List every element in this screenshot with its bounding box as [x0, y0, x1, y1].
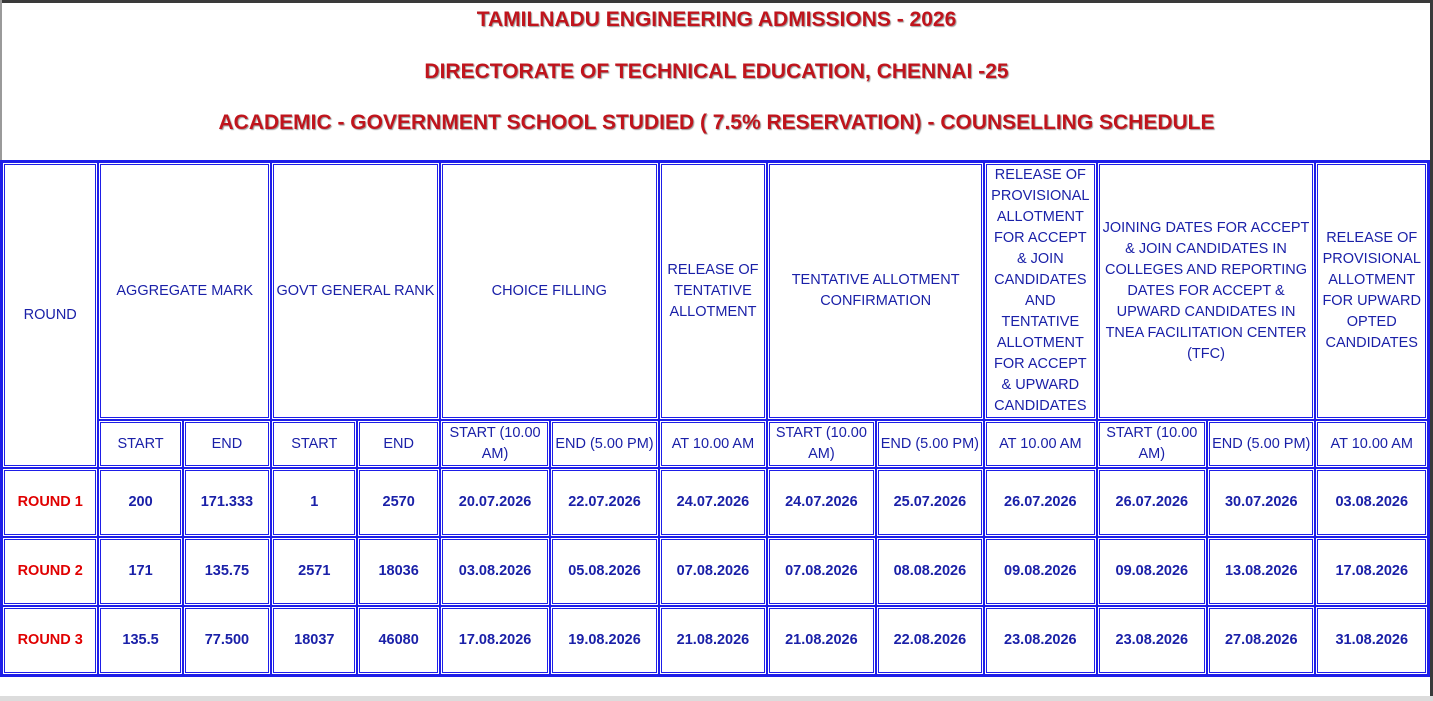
govt-general-rank-header: GOVT GENERAL RANK [271, 162, 440, 420]
round-label: ROUND 1 [2, 468, 99, 537]
right-border-line [1430, 0, 1433, 701]
provisional-at-cell: 23.08.2026 [984, 606, 1097, 675]
tentative-at-cell: 07.08.2026 [658, 537, 768, 606]
aggregate-mark-header: AGGREGATE MARK [98, 162, 272, 420]
aggregate-end-cell: 171.333 [182, 468, 272, 537]
round-label: ROUND 3 [2, 606, 99, 675]
rank-end-cell: 18036 [357, 537, 440, 606]
confirm-start-cell: 21.08.2026 [767, 606, 876, 675]
choice-end-cell: 22.07.2026 [550, 468, 659, 537]
tentative-at-cell: 21.08.2026 [658, 606, 768, 675]
rank-start-cell: 2571 [271, 537, 358, 606]
rank-start-cell: 18037 [271, 606, 358, 675]
upward-at-cell: 31.08.2026 [1315, 606, 1428, 675]
choice-start-cell: 03.08.2026 [439, 537, 551, 606]
rank-end-header: END [357, 420, 440, 468]
main-title: TAMILNADU ENGINEERING ADMISSIONS - 2026 [476, 8, 957, 31]
aggregate-start-cell: 200 [98, 468, 183, 537]
upward-at-header: AT 10.00 AM [1315, 420, 1428, 468]
confirm-start-cell: 07.08.2026 [767, 537, 876, 606]
upward-at-cell: 03.08.2026 [1315, 468, 1428, 537]
upward-allotment-header: RELEASE OF PROVISIONAL ALLOTMENT FOR UPW… [1315, 162, 1428, 420]
round-label: ROUND 2 [2, 537, 99, 606]
choice-start-cell: 17.08.2026 [439, 606, 551, 675]
rank-start-cell: 1 [271, 468, 358, 537]
join-start-header: START (10.00 AM) [1096, 420, 1208, 468]
aggregate-end-cell: 135.75 [182, 537, 272, 606]
rank-start-header: START [271, 420, 358, 468]
choice-filling-header: CHOICE FILLING [439, 162, 659, 420]
upward-at-cell: 17.08.2026 [1315, 537, 1428, 606]
directorate-title: DIRECTORATE OF TECHNICAL EDUCATION, CHEN… [424, 60, 1009, 83]
aggregate-end-cell: 77.500 [182, 606, 272, 675]
confirm-start-header: START (10.00 AM) [767, 420, 876, 468]
counselling-schedule-table: ROUND AGGREGATE MARK GOVT GENERAL RANK C… [0, 160, 1430, 677]
left-border-line [0, 0, 2, 160]
provisional-at-header: AT 10.00 AM [984, 420, 1097, 468]
aggregate-start-header: START [98, 420, 183, 468]
round-column-header: ROUND [2, 162, 99, 468]
join-end-cell: 13.08.2026 [1207, 537, 1316, 606]
join-end-cell: 27.08.2026 [1207, 606, 1316, 675]
rank-end-cell: 46080 [357, 606, 440, 675]
join-start-cell: 26.07.2026 [1096, 468, 1208, 537]
tentative-at-cell: 24.07.2026 [658, 468, 768, 537]
rank-end-cell: 2570 [357, 468, 440, 537]
aggregate-end-header: END [182, 420, 272, 468]
table-row: ROUND 2 171 135.75 2571 18036 03.08.2026… [2, 537, 1428, 606]
table-row: ROUND 3 135.5 77.500 18037 46080 17.08.2… [2, 606, 1428, 675]
choice-end-cell: 05.08.2026 [550, 537, 659, 606]
tentative-allotment-header: RELEASE OF TENTATIVE ALLOTMENT [658, 162, 768, 420]
confirm-start-cell: 24.07.2026 [767, 468, 876, 537]
bottom-border-line [0, 696, 1433, 701]
choice-start-cell: 20.07.2026 [439, 468, 551, 537]
group-header-row: ROUND AGGREGATE MARK GOVT GENERAL RANK C… [2, 162, 1428, 468]
join-end-cell: 30.07.2026 [1207, 468, 1316, 537]
provisional-allotment-header: RELEASE OF PROVISIONAL ALLOTMENT FOR ACC… [984, 162, 1097, 420]
join-start-cell: 09.08.2026 [1096, 537, 1208, 606]
tentative-at-header: AT 10.00 AM [658, 420, 768, 468]
confirm-end-cell: 25.07.2026 [875, 468, 985, 537]
sub-header-row: START END START END START (10.00 AM) END… [2, 420, 1428, 468]
confirm-end-cell: 22.08.2026 [875, 606, 985, 675]
choice-start-header: START (10.00 AM) [439, 420, 551, 468]
choice-end-header: END (5.00 PM) [550, 420, 659, 468]
aggregate-start-cell: 171 [98, 537, 183, 606]
table-row: ROUND 1 200 171.333 1 2570 20.07.2026 22… [2, 468, 1428, 537]
provisional-at-cell: 26.07.2026 [984, 468, 1097, 537]
aggregate-start-cell: 135.5 [98, 606, 183, 675]
join-end-header: END (5.00 PM) [1207, 420, 1316, 468]
confirm-end-cell: 08.08.2026 [875, 537, 985, 606]
choice-end-cell: 19.08.2026 [550, 606, 659, 675]
confirm-end-header: END (5.00 PM) [875, 420, 985, 468]
join-start-cell: 23.08.2026 [1096, 606, 1208, 675]
allotment-confirmation-header: TENTATIVE ALLOTMENT CONFIRMATION [767, 162, 985, 420]
schedule-title: ACADEMIC - GOVERNMENT SCHOOL STUDIED ( 7… [218, 111, 1215, 134]
joining-dates-header: JOINING DATES FOR ACCEPT & JOIN CANDIDAT… [1096, 162, 1316, 420]
provisional-at-cell: 09.08.2026 [984, 537, 1097, 606]
top-border-line [0, 0, 1433, 3]
